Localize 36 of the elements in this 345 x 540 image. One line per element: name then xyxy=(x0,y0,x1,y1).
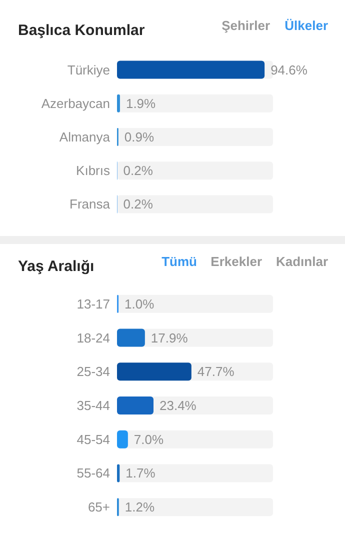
data-label: 47.7% xyxy=(197,364,235,380)
data-label: 0.2% xyxy=(123,196,154,212)
y-tick-label: 65+ xyxy=(88,500,110,515)
data-label: 0.9% xyxy=(124,130,154,144)
y-tick-label: 25-34 xyxy=(76,364,110,380)
y-tick-label: 18-24 xyxy=(76,330,110,346)
chart-title: Başlıca Konumlar xyxy=(18,22,145,39)
data-label: 1.0% xyxy=(124,296,155,312)
bar xyxy=(117,464,120,482)
text: Şehirler xyxy=(222,18,270,33)
y-tick-label: Fransa xyxy=(70,196,111,212)
y-tick-label: 13-17 xyxy=(76,296,110,312)
text: Erkekler xyxy=(210,254,262,269)
text: Kadınlar xyxy=(276,254,328,269)
data-label: 7.0% xyxy=(134,432,164,447)
y-tick-label: Azerbaycan xyxy=(41,96,110,111)
text: Tümü xyxy=(162,254,198,269)
data-label: 17.9% xyxy=(150,330,188,346)
bar xyxy=(117,94,120,112)
data-label: 1.2% xyxy=(124,500,155,515)
y-tick-label: 45-54 xyxy=(76,432,110,447)
chart-title: Yaş Aralığı xyxy=(18,258,94,275)
bar xyxy=(117,430,128,448)
data-label: 94.6% xyxy=(270,62,308,78)
data-label: 23.4% xyxy=(160,398,197,413)
data-label: 1.7% xyxy=(126,466,156,481)
y-tick-label: Almanya xyxy=(59,130,111,144)
text: Ülkeler xyxy=(284,18,328,33)
y-tick-label: 55-64 xyxy=(76,466,110,481)
y-tick-label: Kıbrıs xyxy=(76,163,110,178)
bar xyxy=(117,396,154,414)
bar xyxy=(117,328,145,347)
data-label: 1.9% xyxy=(126,96,156,111)
data-label: 0.2% xyxy=(123,163,154,178)
y-tick-label: 35-44 xyxy=(76,398,110,413)
y-tick-label: Türkiye xyxy=(67,62,110,78)
